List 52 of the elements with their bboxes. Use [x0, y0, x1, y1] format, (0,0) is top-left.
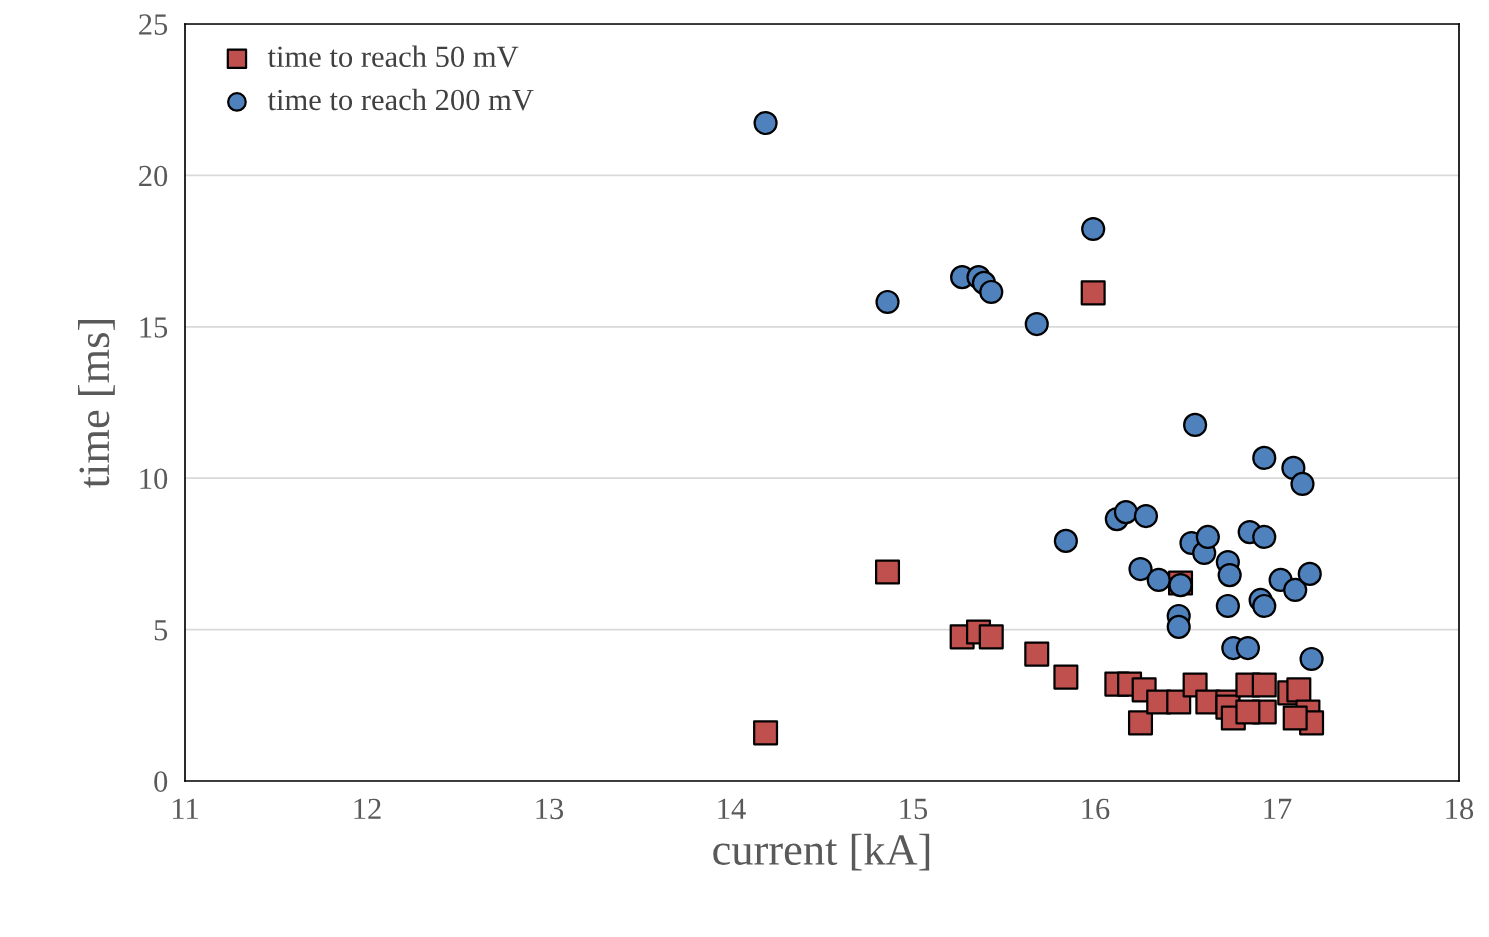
point: [1081, 216, 1106, 242]
point: [1146, 567, 1171, 593]
y-axis-title: time [ms]: [78, 320, 115, 488]
point: [1053, 664, 1079, 690]
y-tick-label: 0: [154, 771, 168, 792]
y-tick-label: 15: [140, 317, 168, 338]
point: [1235, 635, 1260, 661]
point: [753, 720, 779, 746]
point: [1113, 500, 1139, 525]
y-tick-label: 25: [139, 14, 168, 35]
point: [1215, 593, 1240, 619]
point: [1128, 556, 1153, 582]
point: [1297, 561, 1322, 586]
point: [1283, 577, 1308, 603]
point: [1183, 412, 1208, 437]
point: [1166, 614, 1191, 639]
y-tick-label: 10: [140, 468, 168, 490]
point: [1290, 471, 1315, 497]
point: [753, 110, 778, 136]
point: [1080, 280, 1106, 306]
point: [1252, 524, 1277, 550]
point: [1235, 699, 1261, 725]
point: [1195, 524, 1220, 550]
x-tick-label: 13: [536, 798, 564, 820]
x-tick-label: 18: [1446, 798, 1474, 820]
point: [1286, 677, 1312, 703]
point: [875, 559, 901, 585]
point: [1251, 672, 1277, 698]
point: [1282, 705, 1308, 731]
point: [1053, 528, 1078, 553]
x-tick-label: 14: [718, 798, 746, 819]
point: [1252, 593, 1277, 619]
point: [875, 289, 900, 315]
point: [1217, 563, 1242, 588]
x-tick-label: 15: [900, 798, 928, 820]
point: [1133, 503, 1159, 529]
legend-label: time to reach 50 mV: [267, 45, 519, 68]
point: [1252, 445, 1277, 470]
y-tick-label: 20: [139, 165, 168, 187]
legend-label: time to reach 200 mV: [267, 88, 534, 111]
x-tick-label: 12: [354, 798, 381, 819]
x-tick-label: 11: [172, 798, 198, 819]
point: [979, 279, 1004, 305]
y-tick-label: 5: [154, 620, 168, 641]
point: [1024, 641, 1050, 667]
x-axis-title: current [kA]: [713, 833, 930, 871]
point: [1127, 710, 1154, 736]
point: [978, 624, 1004, 650]
point: [1299, 646, 1324, 672]
x-tick-label: 16: [1082, 798, 1110, 820]
point: [1024, 311, 1049, 337]
x-tick-label: 17: [1264, 798, 1292, 819]
